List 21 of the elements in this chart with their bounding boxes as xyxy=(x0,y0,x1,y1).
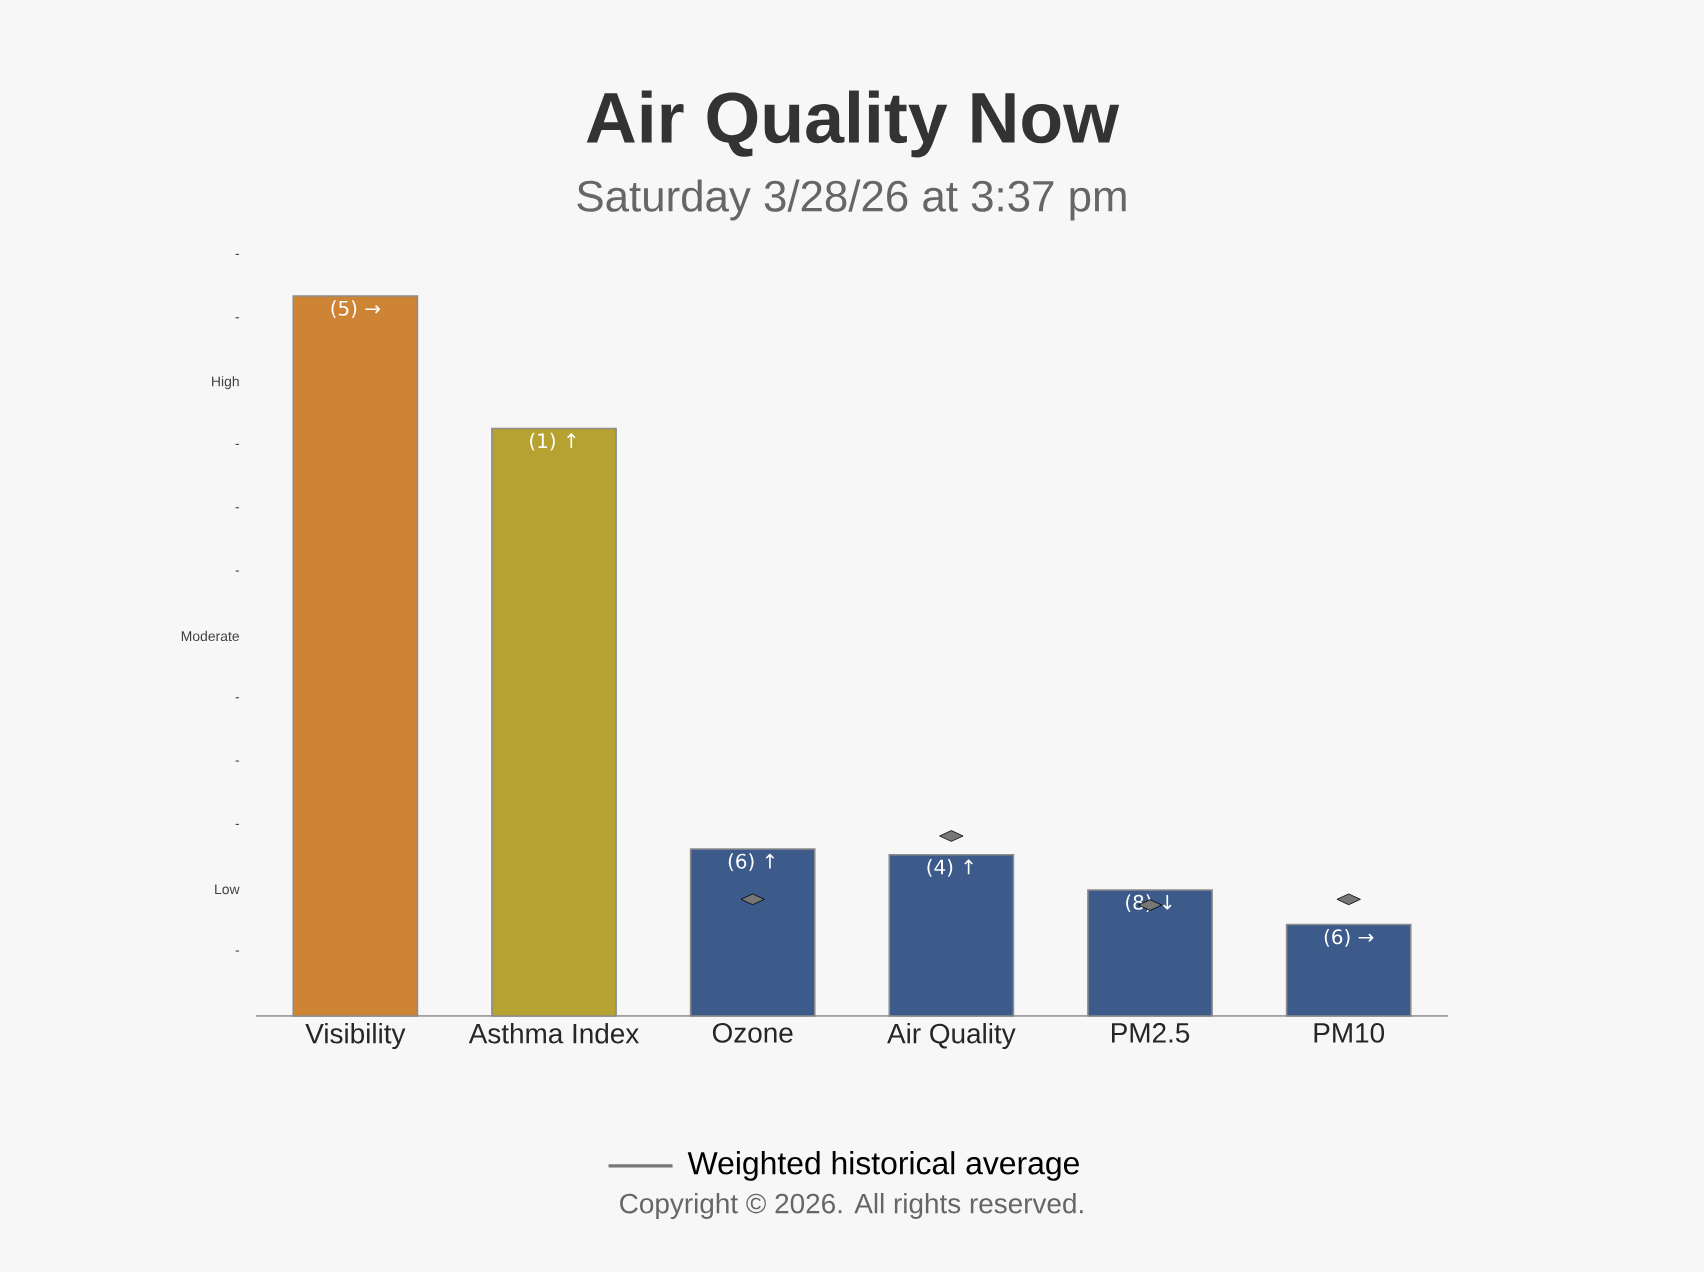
annotation: (1) ↑ xyxy=(530,432,576,451)
annotation: (5) → xyxy=(331,300,380,319)
annotation: (4) ↑ xyxy=(927,859,973,877)
annotation: (6) → xyxy=(1324,928,1374,947)
bar xyxy=(689,848,816,1017)
x-tick-label: Air Quality xyxy=(887,1023,1016,1049)
bar xyxy=(1285,923,1412,1017)
x-tick-label: Asthma Index xyxy=(468,1023,639,1044)
x-tick-label: Visibility xyxy=(305,1023,406,1049)
x-tick-label: PM10 xyxy=(1314,1022,1385,1043)
bar xyxy=(292,295,419,1017)
text: Copyright © 2026. All rights reserved. xyxy=(620,1192,1083,1219)
x-tick-label: Ozone xyxy=(712,1022,793,1043)
x-tick-label: PM2.5 xyxy=(1111,1022,1190,1043)
bar xyxy=(1087,889,1213,1017)
bar xyxy=(491,427,617,1017)
chart-title: Air Quality Now xyxy=(586,90,1120,158)
chart-subtitle: Saturday 3/28/26 at 3:37 pm xyxy=(577,179,1126,221)
annotation: (6) ↑ xyxy=(728,853,775,872)
bar xyxy=(888,853,1015,1017)
legend-label: Weighted historical average xyxy=(687,1151,1079,1181)
